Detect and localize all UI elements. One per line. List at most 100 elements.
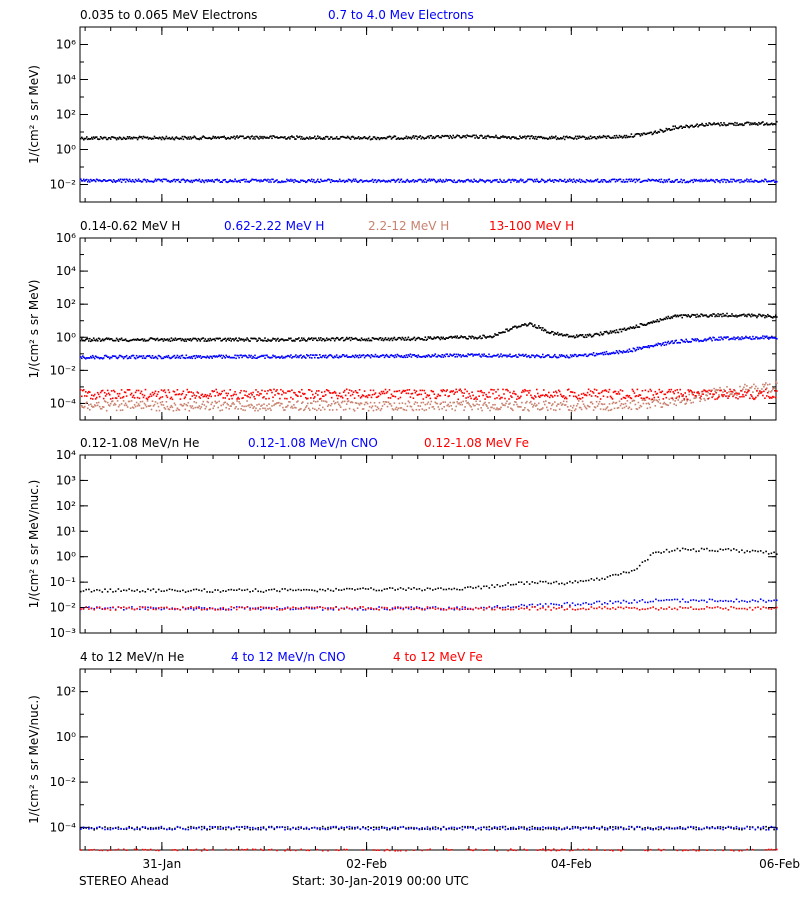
data-point bbox=[83, 356, 85, 359]
data-point bbox=[137, 339, 140, 341]
data-point bbox=[712, 393, 714, 395]
data-point bbox=[509, 353, 511, 356]
data-point bbox=[176, 389, 179, 391]
data-point bbox=[367, 354, 370, 357]
data-point bbox=[630, 178, 633, 181]
data-point bbox=[739, 181, 741, 184]
data-point bbox=[724, 390, 726, 392]
data-point bbox=[694, 395, 696, 397]
data-point bbox=[209, 607, 211, 609]
data-point bbox=[483, 353, 485, 355]
data-point bbox=[183, 357, 186, 359]
data-point bbox=[572, 355, 575, 357]
data-point bbox=[260, 179, 262, 181]
data-point bbox=[219, 337, 221, 340]
data-point bbox=[193, 135, 196, 138]
data-point bbox=[644, 560, 646, 562]
data-point bbox=[482, 334, 484, 337]
data-point bbox=[773, 551, 775, 554]
data-point bbox=[491, 607, 493, 609]
data-point bbox=[726, 124, 728, 126]
data-point bbox=[759, 123, 761, 125]
data-point bbox=[459, 354, 461, 356]
data-point bbox=[310, 402, 312, 404]
data-point bbox=[448, 137, 450, 139]
data-point bbox=[660, 319, 663, 321]
data-point bbox=[116, 180, 119, 182]
data-point bbox=[170, 180, 173, 182]
data-point bbox=[411, 354, 414, 356]
data-point bbox=[516, 398, 518, 400]
data-point bbox=[503, 393, 505, 395]
data-point bbox=[686, 315, 688, 318]
data-point bbox=[235, 357, 237, 360]
data-point bbox=[373, 355, 376, 358]
data-point bbox=[621, 407, 624, 410]
data-point bbox=[669, 402, 672, 404]
data-point bbox=[180, 137, 183, 140]
data-point bbox=[322, 355, 324, 357]
data-point bbox=[748, 313, 750, 316]
data-point bbox=[216, 401, 218, 404]
data-point bbox=[236, 135, 238, 137]
data-point bbox=[203, 181, 206, 184]
data-point bbox=[442, 336, 444, 339]
data-point bbox=[490, 181, 492, 184]
data-point bbox=[436, 402, 439, 405]
data-point bbox=[675, 179, 677, 181]
data-point bbox=[600, 333, 603, 335]
data-point bbox=[189, 405, 192, 407]
data-point bbox=[492, 136, 494, 138]
data-point bbox=[686, 340, 688, 342]
data-point bbox=[373, 136, 376, 138]
data-point bbox=[599, 180, 602, 183]
data-point bbox=[422, 179, 425, 182]
data-point bbox=[337, 138, 340, 140]
data-point bbox=[135, 401, 138, 404]
data-point bbox=[625, 600, 628, 603]
data-point bbox=[633, 348, 636, 350]
data-point bbox=[350, 356, 353, 358]
data-point bbox=[242, 135, 244, 138]
data-point bbox=[709, 393, 711, 395]
data-point bbox=[310, 180, 312, 183]
data-point bbox=[679, 388, 681, 391]
data-point bbox=[280, 338, 282, 341]
data-point bbox=[211, 179, 213, 181]
data-point bbox=[409, 396, 412, 398]
data-point bbox=[565, 400, 568, 403]
data-point bbox=[509, 179, 511, 181]
data-point bbox=[773, 387, 775, 390]
data-point bbox=[612, 401, 615, 404]
data-point bbox=[660, 129, 663, 132]
data-point bbox=[365, 401, 368, 404]
data-point bbox=[283, 409, 285, 411]
data-point bbox=[612, 137, 615, 139]
data-point bbox=[91, 180, 93, 182]
data-point bbox=[644, 389, 647, 392]
data-point bbox=[448, 336, 450, 339]
data-point bbox=[224, 401, 226, 403]
data-point bbox=[516, 327, 518, 329]
data-point bbox=[693, 391, 695, 394]
data-point bbox=[589, 353, 592, 356]
data-point bbox=[340, 337, 343, 339]
data-point bbox=[575, 334, 578, 336]
data-point bbox=[155, 607, 157, 609]
data-point bbox=[759, 180, 761, 183]
data-point bbox=[681, 395, 683, 397]
data-point bbox=[104, 607, 106, 609]
data-point bbox=[735, 391, 737, 394]
data-point bbox=[185, 180, 188, 182]
data-point bbox=[371, 337, 374, 339]
data-point bbox=[207, 179, 210, 181]
data-point bbox=[179, 403, 182, 406]
data-point bbox=[409, 339, 412, 342]
data-point bbox=[319, 339, 321, 341]
data-point bbox=[260, 405, 262, 407]
data-point bbox=[294, 355, 296, 358]
data-point bbox=[598, 579, 601, 581]
data-point bbox=[316, 409, 318, 412]
data-point bbox=[409, 353, 412, 355]
data-point bbox=[636, 388, 639, 391]
